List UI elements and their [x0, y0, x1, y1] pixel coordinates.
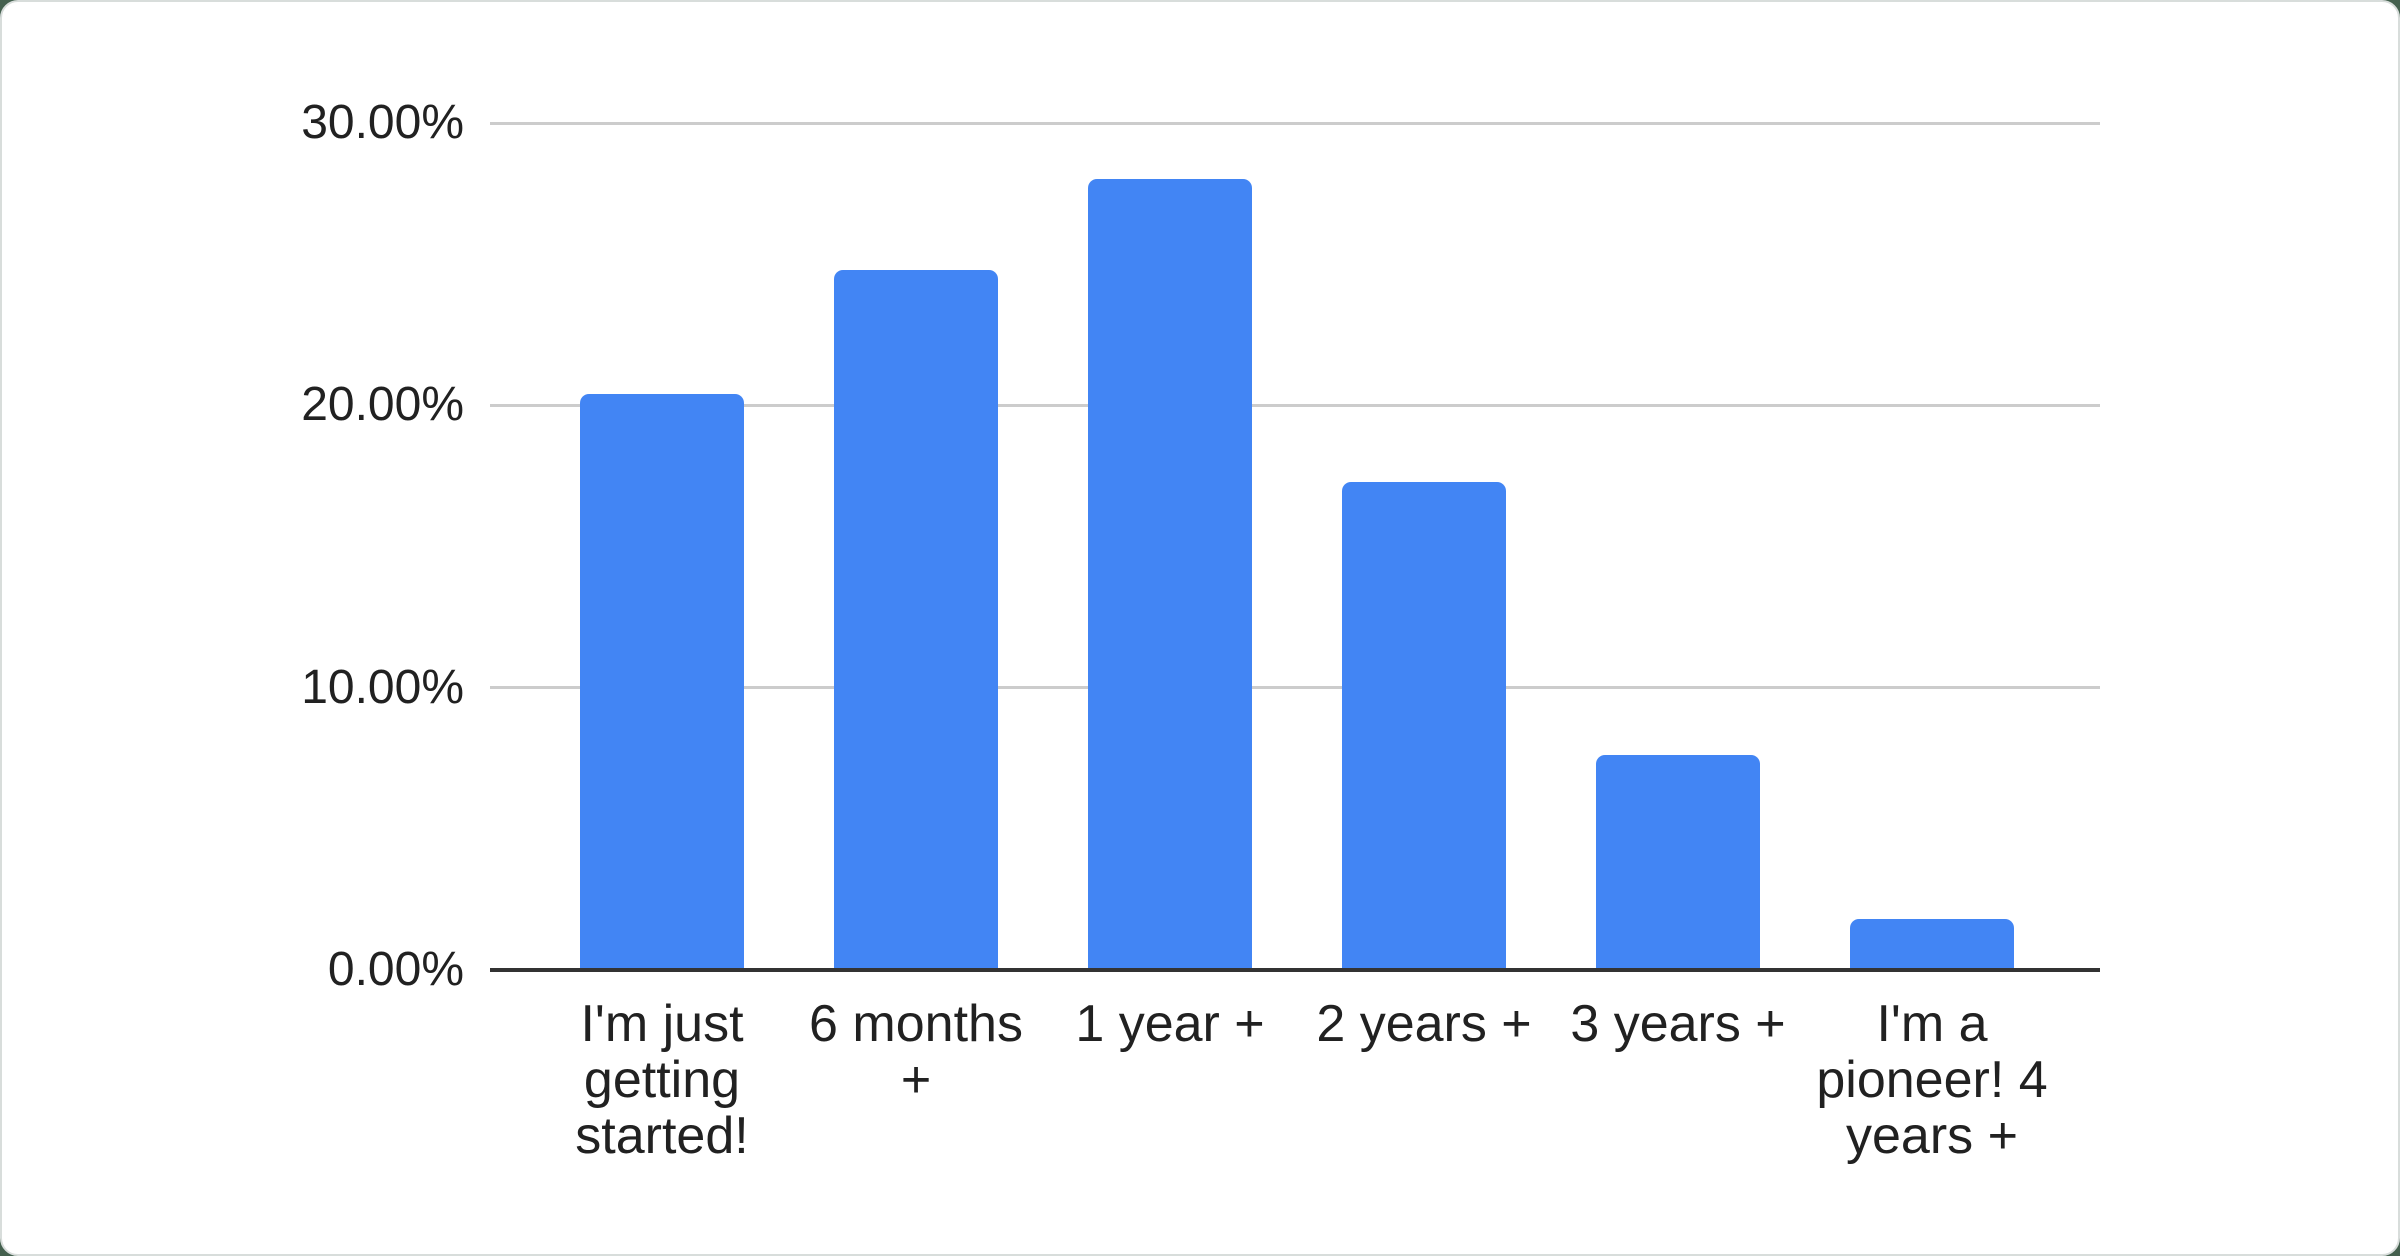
gridline-10pct — [490, 686, 2100, 690]
bar-4[interactable] — [1342, 481, 1506, 970]
y-axis-tick-label: 0.00% — [327, 943, 464, 996]
y-axis-tick-label: 10.00% — [301, 660, 464, 714]
x-axis-category-label: 2 years + — [1316, 995, 1532, 1053]
y-axis-tick-label: 30.00% — [301, 96, 464, 149]
x-axis-category-label: 6 months + — [809, 995, 1023, 1109]
bar-1[interactable] — [580, 394, 744, 970]
x-axis-baseline — [490, 968, 2100, 972]
gridline-20pct — [490, 403, 2100, 407]
x-axis-category-label: I'm a pioneer! 4 years + — [1816, 995, 2048, 1165]
gridline-30pct — [490, 121, 2100, 125]
x-axis-category-label: 3 years + — [1570, 995, 1786, 1053]
bar-5[interactable] — [1596, 755, 1760, 970]
x-axis-category-label: I'm just getting started! — [575, 995, 749, 1165]
bar-6[interactable] — [1850, 919, 2014, 970]
x-axis-category-label: 1 year + — [1075, 995, 1265, 1053]
bar-3[interactable] — [1088, 179, 1252, 970]
y-axis-tick-label: 20.00% — [301, 378, 464, 432]
bar-2[interactable] — [834, 269, 998, 970]
